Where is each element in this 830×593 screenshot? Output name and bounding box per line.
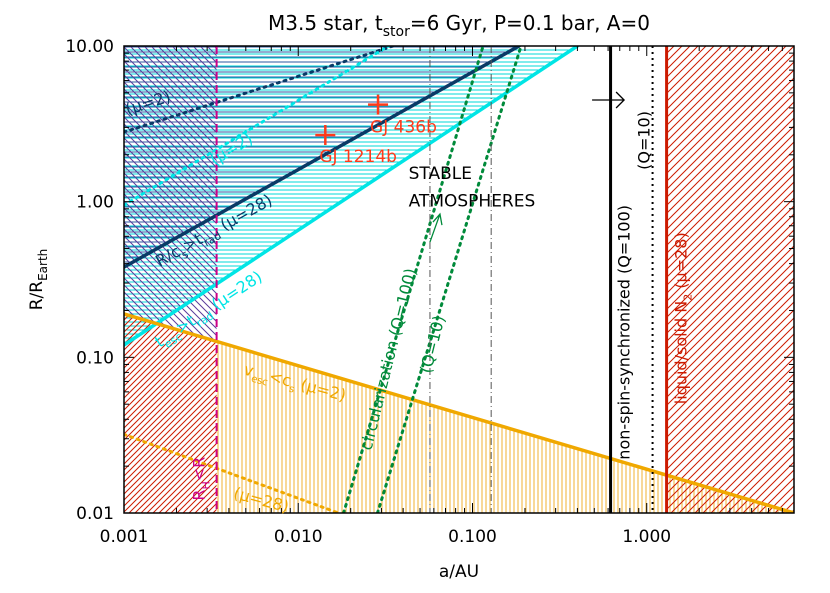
planet-marker-1 <box>315 125 336 146</box>
series-line-7 <box>376 46 523 513</box>
series-lines <box>124 46 794 513</box>
x-tick-label-3: 1.000 <box>622 527 671 547</box>
planet-label-0: GJ 436b <box>370 118 437 138</box>
series-line-1 <box>124 46 395 134</box>
plot-border <box>123 45 795 514</box>
arrow-non-spin <box>592 91 626 109</box>
axis-ticks: 0.001 0.010 0.100 1.000 0.01 0.10 1.00 10.00 <box>65 37 795 547</box>
planet-marker-0 <box>368 94 389 115</box>
planet-points <box>315 94 389 146</box>
label-nitrogen: liquid/solid N2 (μ=28) <box>672 232 695 404</box>
label-circ-q10: (Q=10) <box>416 313 449 375</box>
chart-title: M3.5 star, tstor=6 Gyr, P=0.1 bar, A=0 <box>268 11 650 40</box>
x-tick-label-2: 0.100 <box>448 527 497 547</box>
roche-escape-region <box>124 313 217 513</box>
series-line-6 <box>342 46 485 513</box>
y-tick-label-0: 0.01 <box>76 504 114 524</box>
series-line-2 <box>124 46 580 347</box>
y-tick-label-2: 1.00 <box>76 193 114 213</box>
non-spin-white-band <box>610 46 667 476</box>
series-line-5 <box>124 432 340 513</box>
annotation-1: ATMOSPHERES <box>409 192 536 212</box>
arrow-circularization <box>429 212 443 243</box>
x-tick-label-1: 0.010 <box>274 527 323 547</box>
label-spin-q10: (Q=10) <box>635 111 654 170</box>
y-tick-label-3: 10.00 <box>65 37 114 57</box>
roche-region <box>124 46 217 342</box>
y-tick-label-1: 0.10 <box>76 348 114 368</box>
y-axis-label: R/REarth <box>27 249 50 311</box>
nitrogen-condensation-region <box>666 46 794 513</box>
x-tick-label-0: 0.001 <box>100 527 149 547</box>
x-axis-label: a/AU <box>439 562 479 582</box>
plot-frame <box>123 45 795 514</box>
label-non-spin: non-spin-synchronized (Q=100) <box>615 205 634 460</box>
label-roche: RH<R <box>190 457 213 501</box>
series-line-4 <box>124 312 794 513</box>
series-line-0 <box>124 46 521 269</box>
series-line-3 <box>124 46 391 207</box>
annotation-0: STABLE <box>409 164 472 184</box>
planet-label-1: GJ 1214b <box>319 147 397 167</box>
